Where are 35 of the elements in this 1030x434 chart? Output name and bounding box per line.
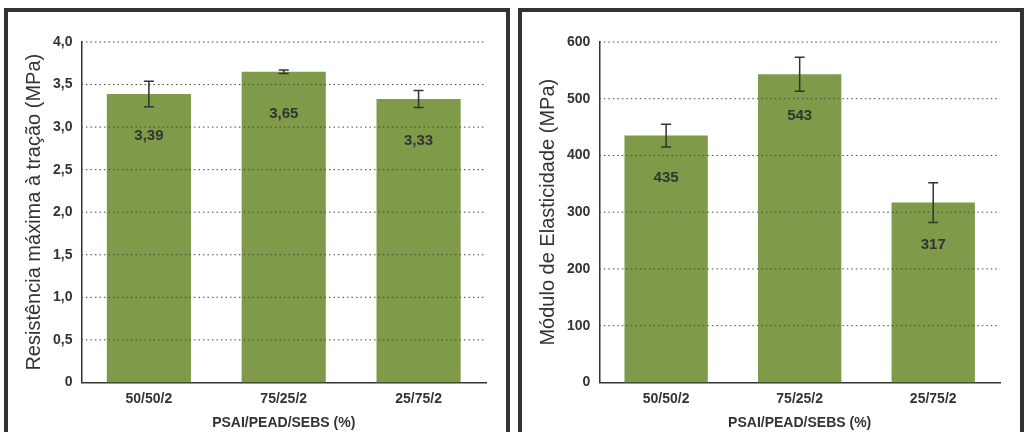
y-tick-label: 100 — [567, 316, 591, 333]
x-tick-label: 25/75/2 — [909, 389, 957, 406]
y-tick-label: 2,5 — [52, 160, 73, 177]
y-tick-label: 400 — [567, 146, 591, 163]
data-label: 435 — [653, 167, 679, 185]
y-tick-label: 0,5 — [52, 330, 73, 347]
x-tick-label: 50/50/2 — [642, 389, 690, 406]
x-axis-title: PSAI/PEAD/SEBS (%) — [212, 414, 356, 431]
y-axis-title: Resistência máxima à tração (MPa) — [21, 53, 44, 371]
y-tick-label: 0 — [582, 373, 591, 390]
y-tick-label: 1,5 — [52, 245, 73, 262]
bar — [624, 135, 708, 383]
data-label: 3,39 — [134, 126, 164, 144]
x-tick-label: 75/25/2 — [776, 389, 824, 406]
y-tick-label: 300 — [567, 203, 591, 220]
y-tick-label: 1,0 — [52, 288, 73, 305]
x-tick-label: 25/75/2 — [395, 389, 443, 406]
y-axis-title: Módulo de Elasticidade (MPa) — [535, 78, 558, 346]
y-tick-label: 500 — [567, 89, 591, 106]
x-axis-title: PSAI/PEAD/SEBS (%) — [728, 414, 872, 431]
y-tick-label: 3,0 — [52, 117, 73, 134]
data-label: 3,65 — [269, 103, 299, 121]
y-tick-label: 200 — [567, 259, 591, 276]
data-label: 3,33 — [403, 131, 434, 149]
bar — [891, 202, 975, 383]
y-tick-label: 3,5 — [52, 75, 73, 92]
y-tick-label: 4,0 — [52, 32, 73, 49]
x-tick-label: 75/25/2 — [260, 389, 308, 406]
x-tick-label: 50/50/2 — [125, 389, 173, 406]
y-tick-label: 600 — [567, 32, 591, 49]
bar — [758, 74, 842, 383]
y-tick-label: 0 — [64, 373, 73, 390]
y-tick-label: 2,0 — [52, 203, 73, 220]
data-label: 317 — [920, 234, 946, 252]
data-label: 543 — [787, 106, 813, 124]
